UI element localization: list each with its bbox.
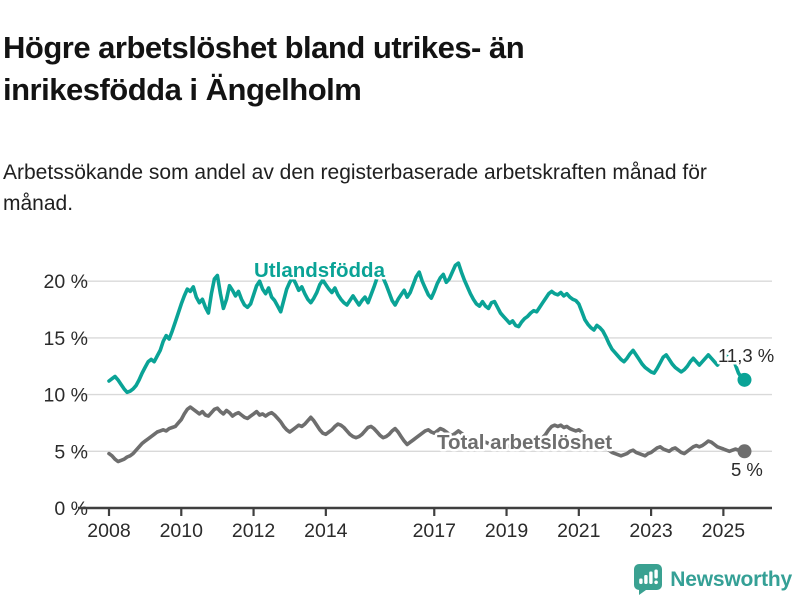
svg-text:20 %: 20 %: [44, 271, 88, 293]
newsworthy-brand[interactable]: Newsworthy: [633, 563, 792, 596]
svg-text:15 %: 15 %: [44, 328, 88, 350]
svg-text:10 %: 10 %: [44, 385, 88, 407]
svg-text:5 %: 5 %: [54, 441, 88, 463]
svg-text:2012: 2012: [232, 520, 275, 542]
svg-text:2008: 2008: [87, 520, 130, 542]
page-title: Högre arbetslöshet bland utrikes- än inr…: [3, 29, 525, 107]
series-label-total-arbetsloshet: Total arbetslöshet: [437, 431, 612, 454]
svg-text:2010: 2010: [160, 520, 204, 542]
end-value-label-total: 5 %: [731, 459, 763, 480]
chart-generated: 0 % 5 % 10 % 15 % 20 % 2008 2010 2012 2014 2017 20…: [44, 261, 772, 542]
end-value-label-utlandsfodda: 11,3 %: [718, 345, 774, 366]
svg-text:2023: 2023: [629, 520, 672, 542]
chart-subtitle: Arbetssökande som andel av den registerb…: [3, 161, 707, 215]
series-label-utlandsfodda: Utlandsfödda: [254, 259, 386, 282]
svg-text:2025: 2025: [702, 520, 746, 542]
svg-text:2021: 2021: [557, 520, 600, 542]
svg-text:0 %: 0 %: [54, 498, 88, 520]
brand-name: Newsworthy: [670, 567, 792, 591]
svg-text:2019: 2019: [485, 520, 528, 542]
svg-text:2014: 2014: [304, 520, 348, 542]
svg-text:2017: 2017: [413, 520, 456, 542]
newsworthy-logo-icon: [634, 564, 663, 595]
